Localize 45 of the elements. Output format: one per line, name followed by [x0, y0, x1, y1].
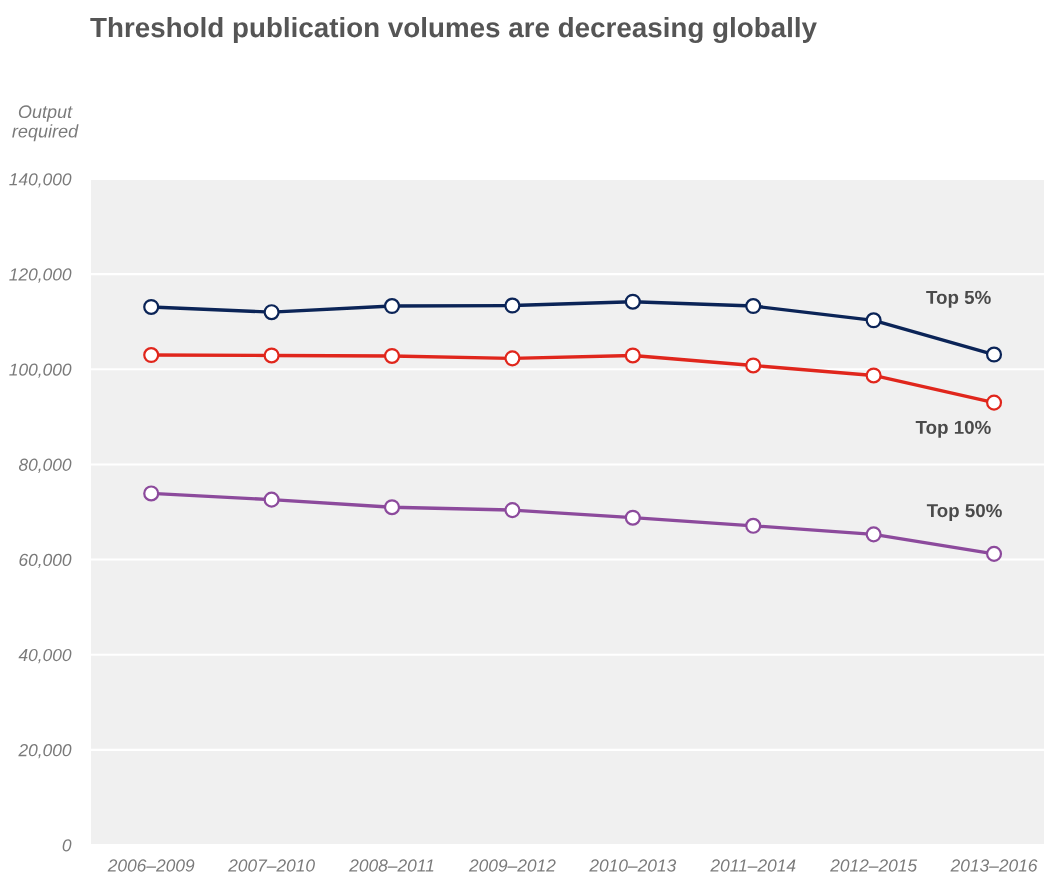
point	[504, 297, 521, 314]
x-tick-label: 2012–2015	[830, 859, 918, 872]
point	[383, 347, 401, 365]
point	[263, 347, 280, 364]
point	[504, 502, 521, 519]
point	[263, 491, 280, 508]
point	[865, 312, 882, 329]
y-tick-label: 100,000	[9, 363, 72, 378]
x-tick-label: 2013–2016	[950, 859, 1038, 872]
point	[985, 346, 1003, 363]
y-tick-label: 120,000	[9, 268, 72, 283]
y-tick-label: 60,000	[19, 553, 72, 569]
point	[865, 526, 882, 543]
chart-title: Threshold publication volumes are decreasing globally	[90, 16, 817, 44]
y-axis-title: Output required	[12, 105, 79, 142]
series-label: Top 5%	[926, 290, 991, 308]
point	[745, 357, 762, 374]
point	[624, 347, 641, 364]
y-tick-label: 0	[62, 839, 72, 852]
point	[504, 350, 521, 367]
point	[745, 297, 762, 315]
series-label: Top 10%	[915, 420, 991, 438]
point	[865, 367, 882, 384]
x-tick-label: 2007–2010	[228, 859, 315, 872]
x-tick-label: 2010–2013	[589, 859, 677, 872]
point	[383, 499, 401, 516]
point	[383, 297, 401, 315]
point	[745, 517, 762, 534]
point	[263, 304, 280, 321]
y-tick-label: 80,000	[18, 458, 72, 473]
point	[985, 545, 1003, 562]
x-tick-label: 2006–2009	[107, 859, 195, 872]
point	[624, 293, 641, 310]
point	[985, 394, 1003, 411]
point	[143, 298, 160, 316]
point	[143, 346, 160, 364]
x-tick-label: 2011–2014	[710, 859, 796, 872]
y-tick-label: 140,000	[9, 173, 72, 188]
point	[143, 485, 160, 502]
y-tick-label: 40,000	[18, 648, 72, 664]
x-tick-label: 2008–2011	[349, 859, 434, 872]
x-tick-label: 2009–2012	[468, 859, 556, 872]
series-label: Top 50%	[926, 503, 1002, 521]
point	[624, 509, 641, 526]
y-tick-label: 20,000	[18, 744, 72, 759]
